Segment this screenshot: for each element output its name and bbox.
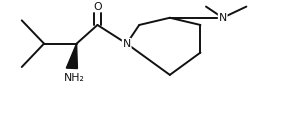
Polygon shape <box>66 44 78 69</box>
Text: N: N <box>219 13 227 23</box>
Text: O: O <box>93 2 102 12</box>
Text: NH₂: NH₂ <box>64 73 85 83</box>
Text: N: N <box>123 39 131 49</box>
